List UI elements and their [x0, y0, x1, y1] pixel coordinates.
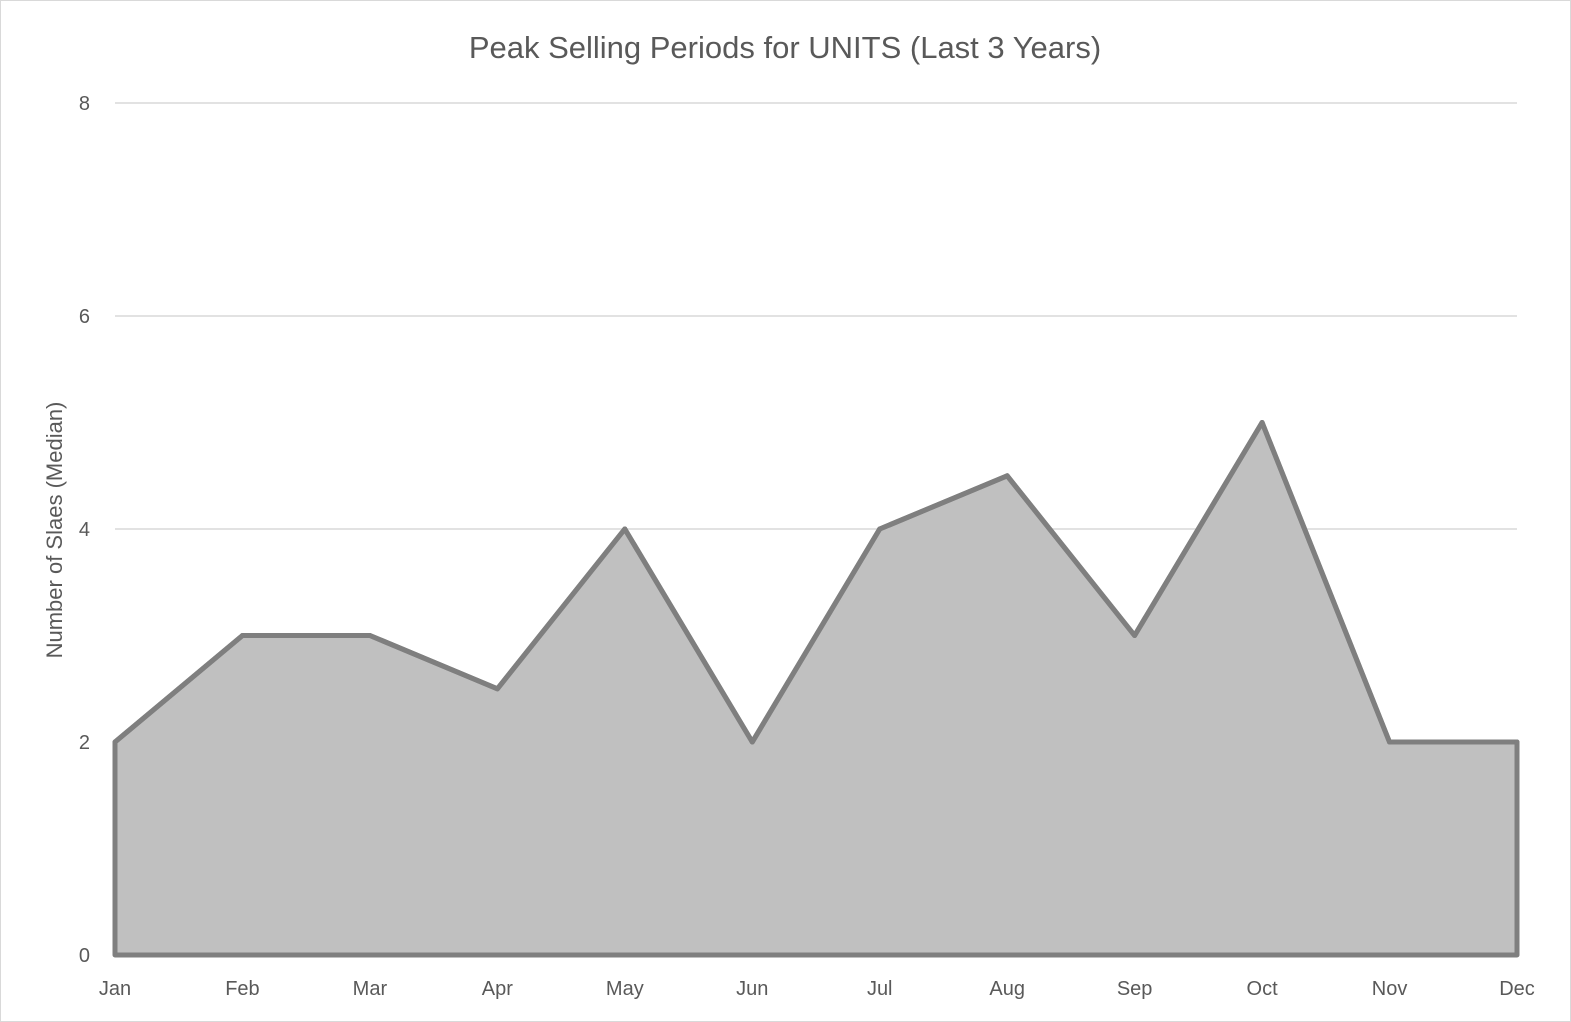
- data-points: [112, 420, 1520, 745]
- data-point-sep: [1132, 633, 1138, 638]
- y-tick-label: 4: [79, 519, 90, 541]
- x-tick-label: Nov: [1372, 978, 1408, 1000]
- data-point-jun: [749, 739, 755, 745]
- x-tick-label: Feb: [225, 978, 259, 1000]
- x-tick-label: Jun: [736, 978, 768, 1000]
- data-point-may: [622, 526, 628, 532]
- data-point-oct: [1259, 420, 1265, 425]
- data-point-mar: [367, 633, 373, 638]
- data-point-dec: [1514, 739, 1520, 745]
- x-tick-label: Apr: [482, 978, 513, 1000]
- x-tick-labels: Jan Feb Mar Apr May Jun Jul Aug Sep Oct Nov Dec: [99, 978, 1535, 1000]
- y-axis-title: Number of Slaes (Median): [42, 402, 67, 659]
- x-tick-label: Mar: [353, 978, 388, 1000]
- x-tick-label: Jan: [99, 978, 131, 1000]
- x-tick-label: May: [606, 978, 644, 1000]
- y-tick-label: 6: [79, 306, 90, 328]
- y-tick-labels: 0 2 4 6 8: [79, 93, 90, 967]
- y-tick-label: 0: [79, 945, 90, 967]
- data-point-jan: [112, 739, 118, 745]
- y-tick-label: 2: [79, 732, 90, 754]
- area-series-line: [113, 420, 1517, 745]
- x-tick-label: Aug: [989, 978, 1025, 1000]
- area-series-fill: [112, 420, 1520, 958]
- data-point-aug: [1004, 473, 1010, 479]
- data-point-apr: [494, 686, 500, 692]
- x-tick-label: Sep: [1117, 978, 1153, 1000]
- x-tick-label: Oct: [1247, 978, 1279, 1000]
- x-tick-label: Jul: [867, 978, 893, 1000]
- data-point-jul: [877, 526, 883, 532]
- x-tick-label: Dec: [1499, 978, 1535, 1000]
- y-tick-label: 8: [79, 93, 90, 115]
- data-point-nov: [1387, 739, 1393, 745]
- chart-title: Peak Selling Periods for UNITS (Last 3 Y…: [469, 30, 1101, 65]
- data-point-feb: [239, 633, 245, 638]
